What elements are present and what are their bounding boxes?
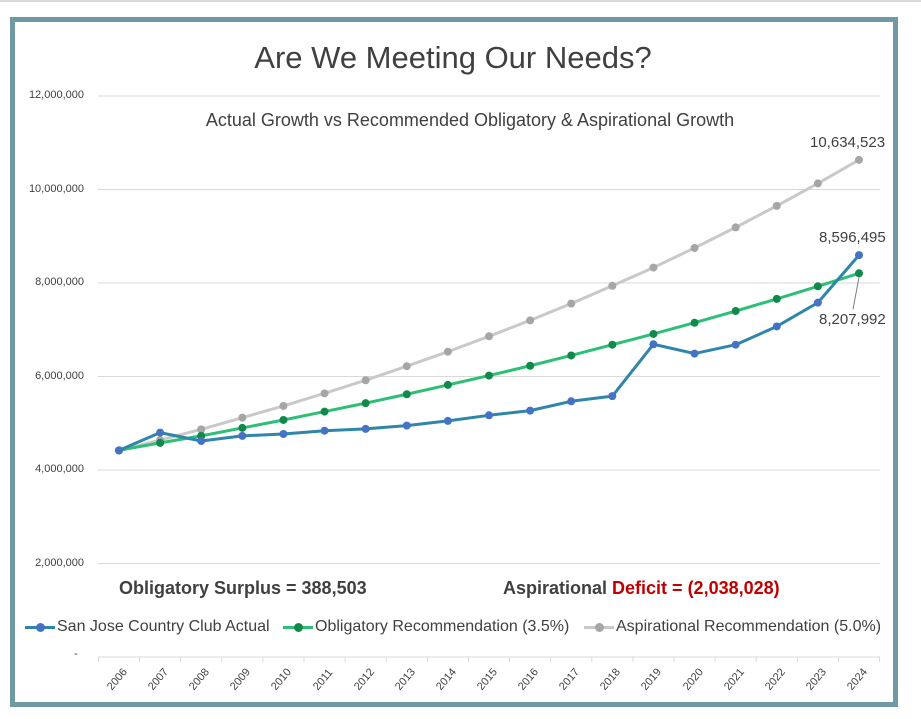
data-point xyxy=(731,223,740,232)
y-tick-label: 6,000,000 xyxy=(35,369,84,382)
data-point xyxy=(402,362,411,371)
data-point xyxy=(279,415,288,424)
chart-frame xyxy=(10,17,898,707)
data-point xyxy=(690,243,699,252)
data-label-aspirational-2024: 10,634,523 xyxy=(810,134,886,151)
data-point xyxy=(649,329,658,338)
aspirational-prefix: Aspirational xyxy=(503,578,613,598)
legend-label-aspirational: Aspirational Recommendation (5.0%) xyxy=(616,618,882,635)
gridlines xyxy=(98,95,880,564)
aspirational-deficit-text: Aspirational Deficit = (2,038,028) xyxy=(503,578,780,599)
y-axis-zero-label: - xyxy=(74,648,78,660)
top-border-line xyxy=(0,0,921,2)
legend-swatch-aspirational xyxy=(584,617,614,637)
y-tick-label: 2,000,000 xyxy=(35,556,84,569)
series-lines xyxy=(118,158,861,452)
legend-item-obligatory[interactable]: Obligatory Recommendation (3.5%) xyxy=(283,617,569,637)
data-point xyxy=(608,392,617,401)
chart-subtitle: Actual Growth vs Recommended Obligatory … xyxy=(205,110,735,130)
data-point xyxy=(567,351,576,360)
legend-label-actual: San Jose Country Club Actual xyxy=(57,618,270,635)
legend-swatch-obligatory xyxy=(283,617,313,637)
data-point xyxy=(855,155,863,164)
data-point xyxy=(526,316,535,325)
data-point xyxy=(813,298,822,307)
data-point xyxy=(361,376,370,385)
data-point xyxy=(772,322,781,331)
data-point xyxy=(402,390,411,399)
data-point xyxy=(649,263,658,272)
data-point xyxy=(813,282,822,291)
data-point xyxy=(402,421,411,430)
data-point xyxy=(485,411,493,420)
y-tick-label: 12,000,000 xyxy=(28,89,84,101)
y-tick-label: 10,000,000 xyxy=(28,182,84,195)
data-label-obligatory-2024: 8,207,992 xyxy=(819,311,886,328)
x-axis xyxy=(97,656,881,662)
data-point xyxy=(526,361,535,370)
deficit-word: Deficit xyxy=(612,578,668,598)
legend-item-aspirational[interactable]: Aspirational Recommendation (5.0%) xyxy=(584,617,881,637)
data-point xyxy=(567,299,576,308)
data-point xyxy=(772,294,781,303)
data-point xyxy=(279,401,288,410)
data-point xyxy=(238,413,247,422)
data-point xyxy=(526,406,535,415)
data-point xyxy=(608,340,617,349)
data-point xyxy=(156,428,165,437)
data-point xyxy=(731,307,740,316)
data-point xyxy=(567,397,576,406)
data-point xyxy=(238,423,247,432)
y-tick-label: 4,000,000 xyxy=(35,463,84,475)
data-point xyxy=(813,179,822,188)
data-point xyxy=(731,340,740,349)
data-label-actual-2024: 8,596,495 xyxy=(819,229,886,246)
chart-legend: San Jose Country Club Actual Obligatory … xyxy=(25,617,895,639)
data-point xyxy=(197,425,206,434)
legend-label-obligatory: Obligatory Recommendation (3.5%) xyxy=(315,618,570,635)
data-point xyxy=(279,430,288,439)
data-point xyxy=(156,438,165,447)
data-point xyxy=(320,407,329,416)
data-point xyxy=(443,347,452,356)
data-point xyxy=(443,416,452,425)
y-tick-label: 8,000,000 xyxy=(35,276,84,288)
data-point xyxy=(238,431,247,440)
data-point xyxy=(608,281,617,290)
data-point xyxy=(443,380,452,389)
data-point xyxy=(485,371,493,380)
chart-title: Are We Meeting Our Needs? xyxy=(254,40,652,75)
data-point xyxy=(115,446,123,455)
data-point xyxy=(855,269,863,278)
data-point xyxy=(690,349,699,358)
series-line-0 xyxy=(118,158,860,452)
data-point xyxy=(361,399,370,408)
data-point xyxy=(320,389,329,398)
legend-swatch-actual xyxy=(25,617,55,637)
deficit-equals: = xyxy=(667,578,688,598)
data-point xyxy=(649,340,658,349)
series-line-1 xyxy=(118,271,860,452)
data-point xyxy=(690,318,699,327)
data-point xyxy=(197,437,206,446)
deficit-value: (2,038,028) xyxy=(687,578,780,598)
legend-item-actual[interactable]: San Jose Country Club Actual xyxy=(25,617,270,637)
obligatory-surplus-text: Obligatory Surplus = 388,503 xyxy=(119,578,367,598)
data-point xyxy=(485,332,493,341)
annotation-leader-line xyxy=(852,277,860,310)
series-points xyxy=(115,155,863,455)
data-point xyxy=(361,424,370,433)
data-point xyxy=(772,201,781,210)
data-point xyxy=(855,251,863,260)
data-point xyxy=(320,426,329,435)
